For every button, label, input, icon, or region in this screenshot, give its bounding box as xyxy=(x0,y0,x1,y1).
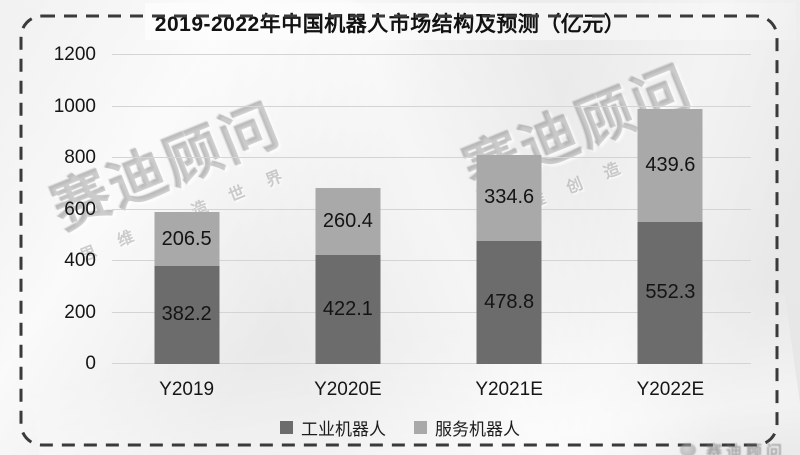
corner-logo-text: 赛迪顾问 xyxy=(705,444,786,455)
x-axis-label: Y2021E xyxy=(475,379,543,400)
legend: 工业机器人 服务机器人 xyxy=(0,415,800,440)
stacked-bar: 334.6 478.8 xyxy=(476,154,542,364)
bar-columns: 206.5 382.2 Y2019 260.4 422.1 Y2020E 334.6 478.… xyxy=(106,55,751,400)
plot-area: 206.5 382.2 Y2019 260.4 422.1 Y2020E 334.6 478.… xyxy=(106,54,751,400)
y-axis: 0 200 400 600 800 1000 1200 xyxy=(0,44,96,374)
bar-value-label: 382.2 xyxy=(161,303,212,326)
x-axis-label: Y2019 xyxy=(159,379,215,400)
stacked-bar: 439.6 552.3 xyxy=(637,108,703,364)
legend-swatch xyxy=(280,421,293,434)
bar-segment-service-robot: 439.6 xyxy=(637,108,703,222)
stacked-bar: 260.4 422.1 xyxy=(315,188,381,364)
bar-value-label: 478.8 xyxy=(484,290,535,313)
legend-item-service-robot: 服务机器人 xyxy=(414,415,520,440)
legend-label: 服务机器人 xyxy=(435,420,520,439)
legend-label: 工业机器人 xyxy=(301,420,386,439)
corner-logo: 赛迪顾问 xyxy=(679,438,786,455)
x-axis-label: Y2022E xyxy=(636,379,705,400)
bar-value-label: 334.6 xyxy=(484,186,535,209)
x-axis-label: Y2020E xyxy=(314,379,382,400)
chart-title: 2019-2022年中国机器人市场结构及预测（亿元） xyxy=(154,13,626,36)
bar-value-label: 206.5 xyxy=(161,227,212,250)
y-axis-tick-label: 1200 xyxy=(53,44,96,65)
bar-value-label: 439.6 xyxy=(645,153,696,176)
bar-column-y2022e: 439.6 552.3 Y2022E xyxy=(590,55,751,400)
y-axis-tick-label: 800 xyxy=(64,147,96,168)
bar-segment-industrial-robot: 552.3 xyxy=(637,221,703,364)
bar-column-y2021e: 334.6 478.8 Y2021E xyxy=(429,55,590,400)
legend-swatch xyxy=(414,421,427,434)
bar-segment-industrial-robot: 478.8 xyxy=(476,240,542,364)
bar-value-label: 422.1 xyxy=(322,298,373,321)
bar-segment-service-robot: 260.4 xyxy=(315,188,381,256)
y-axis-tick-label: 400 xyxy=(64,250,96,271)
y-axis-tick-label: 200 xyxy=(64,301,96,323)
bar-column-y2020e: 260.4 422.1 Y2020E xyxy=(267,55,428,400)
y-axis-tick-label: 600 xyxy=(64,198,96,220)
stacked-bar: 206.5 382.2 xyxy=(154,212,220,364)
bar-column-y2019: 206.5 382.2 Y2019 xyxy=(106,55,267,400)
bar-value-label: 552.3 xyxy=(645,281,696,304)
bar-segment-service-robot: 206.5 xyxy=(154,212,220,266)
bar-segment-industrial-robot: 382.2 xyxy=(154,265,220,364)
y-axis-tick-label: 1000 xyxy=(53,95,96,117)
bar-segment-industrial-robot: 422.1 xyxy=(315,255,381,364)
bar-segment-service-robot: 334.6 xyxy=(476,154,542,241)
y-axis-tick-label: 0 xyxy=(85,353,96,374)
legend-item-industrial-robot: 工业机器人 xyxy=(280,415,386,440)
corner-logo-icon xyxy=(679,443,696,455)
bar-value-label: 260.4 xyxy=(322,210,373,233)
